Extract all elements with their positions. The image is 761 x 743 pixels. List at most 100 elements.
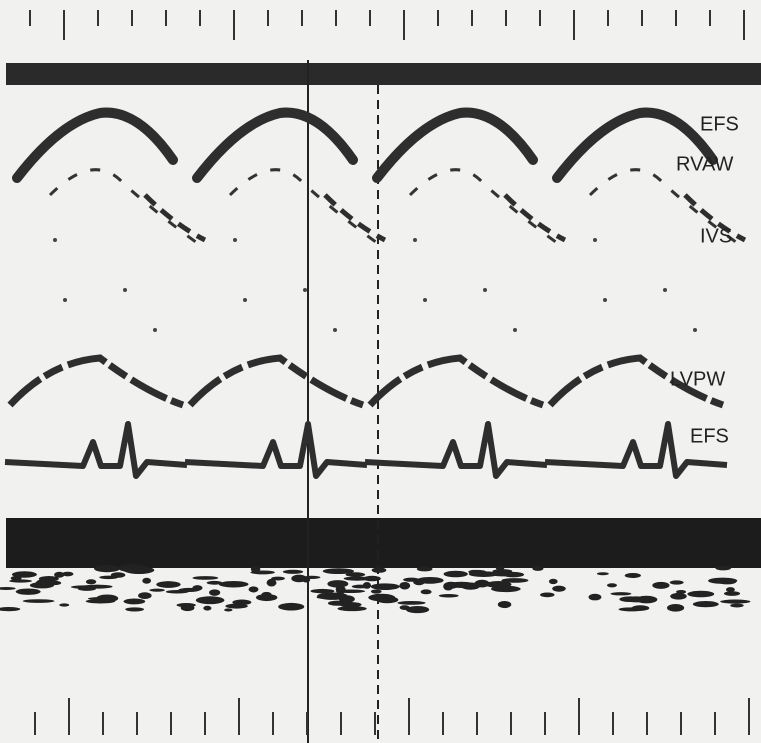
tissue-speckle <box>123 598 146 605</box>
tissue-speckle <box>376 596 399 604</box>
tissue-speckle <box>470 582 499 587</box>
tissue-speckle <box>730 603 744 608</box>
tissue-speckle <box>336 602 355 606</box>
tissue-speckle <box>606 583 618 588</box>
ivs-wave <box>48 168 201 247</box>
lvpw-wave <box>367 354 545 409</box>
ecg-trace <box>364 421 548 479</box>
tissue-speckle <box>142 577 152 584</box>
trace-label: EFS <box>690 425 729 447</box>
echo-dot <box>333 328 337 332</box>
lvpw-wave <box>547 354 725 409</box>
tissue-speckle <box>416 566 433 572</box>
lvpw-wave <box>7 354 185 409</box>
tissue-speckle <box>22 599 55 603</box>
tissue-speckle <box>548 578 558 585</box>
tissue-speckle <box>676 589 687 594</box>
tissue-speckle <box>720 599 751 604</box>
chest-wall-band <box>6 518 761 568</box>
tissue-speckle <box>206 580 223 585</box>
tissue-speckle <box>438 594 459 598</box>
echo-dot <box>423 298 427 302</box>
echo-dot <box>53 238 57 242</box>
tissue-speckle <box>492 569 513 574</box>
echo-dot <box>243 298 247 302</box>
tissue-speckle <box>282 569 304 574</box>
echo-dot <box>663 288 667 292</box>
tissue-speckle <box>327 580 349 588</box>
tissue-speckle <box>322 568 355 575</box>
echo-dot <box>593 238 597 242</box>
tissue-speckle <box>0 606 21 612</box>
tissue-speckle <box>336 587 345 595</box>
tissue-speckle <box>501 578 529 583</box>
ivs-wave <box>683 193 747 243</box>
tissue-speckle <box>232 599 252 606</box>
tissue-speckle <box>266 578 277 587</box>
efs-wave <box>192 107 358 183</box>
tissue-speckle <box>485 580 512 588</box>
ivs-wave <box>323 193 387 243</box>
tissue-speckle <box>138 592 152 599</box>
tissue-speckle <box>532 566 544 571</box>
tissue-speckle <box>708 577 738 584</box>
tissue-speckle <box>218 580 249 588</box>
tissue-speckle <box>192 585 203 591</box>
echo-dot <box>63 298 67 302</box>
tissue-speckle <box>631 605 650 611</box>
tissue-speckle <box>403 577 420 582</box>
tissue-speckle <box>715 565 732 571</box>
trace-label: LVPW <box>670 368 725 390</box>
tissue-speckle <box>118 564 147 573</box>
echo-dot <box>123 288 127 292</box>
tissue-speckle <box>443 582 454 591</box>
tissue-speckle <box>38 575 59 582</box>
tissue-speckle <box>203 605 212 611</box>
tissue-speckle <box>94 564 120 573</box>
tissue-speckle <box>156 581 181 588</box>
tissue-speckle <box>624 596 649 603</box>
efs-wave <box>552 107 718 183</box>
ecg-trace <box>4 421 188 479</box>
tissue-speckle <box>669 580 684 585</box>
ivs-wave <box>228 168 381 247</box>
tissue-speckle <box>59 603 70 607</box>
tissue-speckle <box>371 567 387 573</box>
ecg-trace <box>184 421 368 479</box>
tissue-speckle <box>725 587 735 593</box>
tissue-speckle <box>399 605 410 610</box>
tissue-speckle <box>596 572 609 576</box>
tissue-speckle <box>670 592 687 600</box>
tissue-speckle <box>588 593 602 601</box>
tissue-speckle <box>724 591 741 596</box>
tissue-speckle <box>180 604 195 612</box>
trace-label: EFS <box>700 113 739 135</box>
tissue-speckle <box>70 585 98 589</box>
ivs-wave <box>588 168 741 247</box>
tissue-speckle <box>468 571 499 577</box>
tissue-speckle <box>495 566 505 571</box>
echo-dot <box>303 288 307 292</box>
tissue-speckle <box>363 575 381 582</box>
tissue-speckle <box>405 606 430 614</box>
tissue-speckle <box>149 588 165 592</box>
echo-dot <box>153 328 157 332</box>
tissue-speckle <box>443 570 468 578</box>
tissue-speckle <box>96 594 119 603</box>
top-band <box>6 63 761 85</box>
trace-label: RVAW <box>676 153 734 175</box>
tissue-speckle <box>125 607 144 612</box>
tissue-speckle <box>337 606 367 612</box>
tissue-speckle <box>692 601 719 608</box>
tissue-speckle <box>195 596 225 605</box>
tissue-speckle <box>370 583 400 590</box>
echo-dot <box>233 238 237 242</box>
tissue-speckle <box>624 572 641 579</box>
ivs-wave <box>408 168 561 247</box>
echo-dot <box>603 298 607 302</box>
tissue-speckle <box>11 571 37 578</box>
tissue-speckle <box>248 586 259 593</box>
traces <box>0 10 751 735</box>
